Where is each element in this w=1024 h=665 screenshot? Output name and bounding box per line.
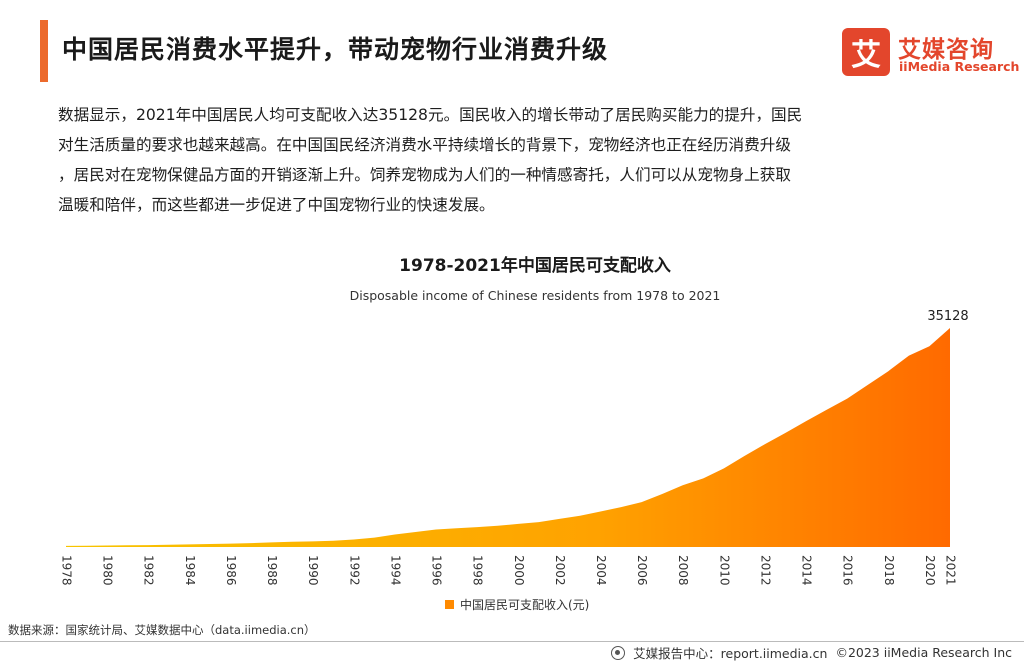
x-tick-label-2000: 2000 — [512, 555, 526, 586]
legend-swatch — [445, 600, 454, 609]
x-tick-label-2006: 2006 — [635, 555, 649, 586]
legend-label: 中国居民可支配收入(元) — [460, 597, 589, 612]
logo-mark: 艾 — [842, 28, 890, 76]
intro-line: ，居民对在宠物保健品方面的开销逐渐上升。饲养宠物成为人们的一种情感寄托，人们可以… — [58, 166, 791, 184]
x-tick-label-2020: 2020 — [923, 555, 937, 586]
intro-paragraph: 数据显示，2021年中国居民人均可支配收入达35128元。国民收入的增长带动了居… — [58, 100, 970, 220]
x-tick-label-2016: 2016 — [841, 555, 855, 586]
x-tick-label-2014: 2014 — [800, 555, 814, 586]
footer-divider — [0, 641, 1024, 642]
x-tick-label-2018: 2018 — [882, 555, 896, 586]
x-tick-label-2021: 2021 — [944, 555, 958, 586]
chart-canvas: 1978-2021年中国居民可支配收入 Disposable income of… — [60, 255, 969, 612]
x-tick-label-1990: 1990 — [306, 555, 320, 586]
x-tick-label-2008: 2008 — [676, 555, 690, 586]
x-tick-label-1998: 1998 — [471, 555, 485, 586]
page-title: 中国居民消费水平提升，带动宠物行业消费升级 — [62, 35, 609, 64]
report-center-link[interactable]: 艾媒报告中心：report.iimedia.cn — [633, 646, 828, 661]
x-tick-label-2002: 2002 — [553, 555, 567, 586]
chart-title: 1978-2021年中国居民可支配收入 — [399, 255, 671, 276]
income-area-chart: 1978-2021年中国居民可支配收入 Disposable income of… — [0, 250, 1024, 640]
x-tick-label-2004: 2004 — [594, 555, 608, 586]
x-tick-label-1986: 1986 — [224, 555, 238, 586]
report-center-icon — [611, 645, 626, 660]
title-accent-bar — [40, 20, 48, 82]
data-label-2021: 35128 — [927, 309, 968, 324]
x-tick-label-1994: 1994 — [388, 555, 402, 586]
x-tick-label-1982: 1982 — [142, 555, 156, 586]
intro-line: 对生活质量的要求也越来越高。在中国国民经济消费水平持续增长的背景下，宠物经济也正… — [58, 136, 791, 154]
x-tick-label-1980: 1980 — [101, 555, 115, 586]
logo-name-cn: 艾媒咨询 — [898, 37, 994, 63]
x-tick-label-1996: 1996 — [430, 555, 444, 586]
copyright-text: ©2023 iiMedia Research Inc — [835, 645, 1012, 660]
income-area-series — [66, 328, 950, 547]
footer-bar: 艾媒报告中心：report.iimedia.cn ©2023 iiMedia R… — [611, 643, 1012, 662]
iimedia-logo: 艾 艾媒咨询 iiMedia Research — [842, 28, 1019, 78]
x-tick-label-2012: 2012 — [758, 555, 772, 586]
chart-subtitle: Disposable income of Chinese residents f… — [350, 288, 721, 303]
logo-name-en: iiMedia Research — [899, 59, 1020, 74]
data-source: 数据来源：国家统计局、艾媒数据中心（data.iimedia.cn） — [8, 623, 316, 637]
x-tick-label-1984: 1984 — [183, 555, 197, 586]
x-tick-label-2010: 2010 — [717, 555, 731, 586]
intro-line: 数据显示，2021年中国居民人均可支配收入达35128元。国民收入的增长带动了居… — [58, 106, 803, 124]
chart-legend: 中国居民可支配收入(元) — [445, 597, 589, 612]
intro-line: 温暖和陪伴，而这些都进一步促进了中国宠物行业的快速发展。 — [58, 196, 495, 214]
x-tick-label-1988: 1988 — [265, 555, 279, 586]
x-tick-label-1992: 1992 — [347, 555, 361, 586]
x-tick-label-1978: 1978 — [60, 555, 74, 586]
